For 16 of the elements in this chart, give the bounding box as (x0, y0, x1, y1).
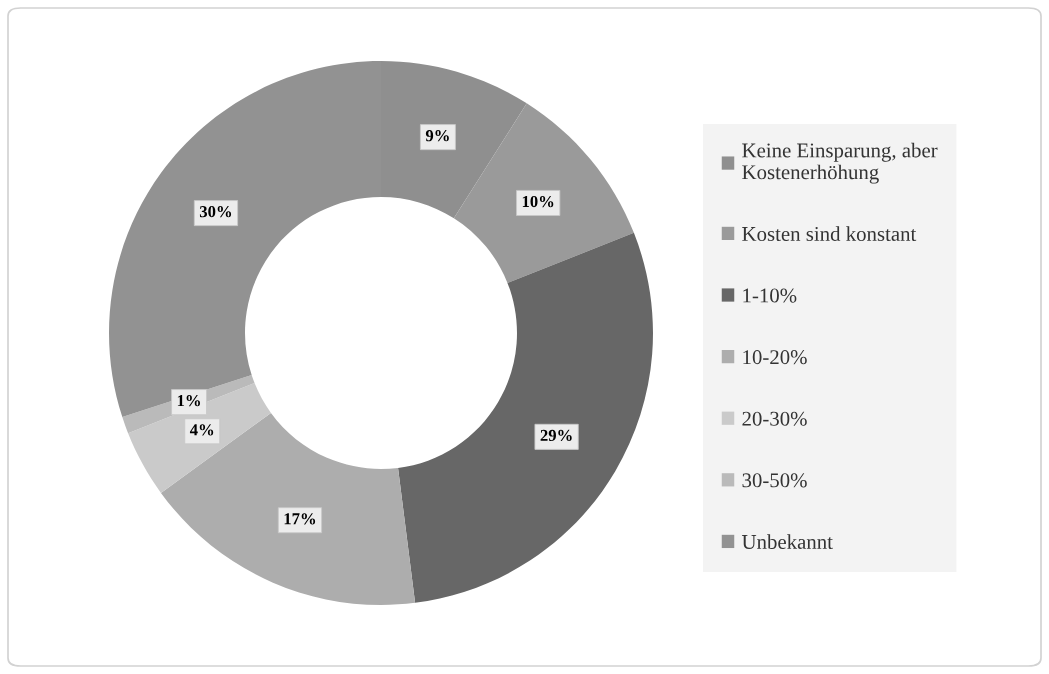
legend-label: Keine Einsparung, aber Kostenerhöhung (742, 142, 938, 184)
data-label: 17% (284, 513, 316, 525)
data-label: 29% (540, 429, 572, 442)
donut-slice (398, 232, 653, 603)
legend-label: Unbekannt (741, 534, 833, 549)
data-label: 30% (199, 206, 232, 218)
legend-label: 10-20% (743, 350, 807, 365)
data-label: 9% (425, 130, 449, 142)
data-label: 1% (177, 395, 200, 407)
legend-label: 1-10% (743, 288, 797, 303)
legend-label: 20-30% (742, 411, 807, 426)
legend-label: 30-50% (742, 473, 807, 488)
donut-slice (160, 412, 416, 605)
data-label: 4% (189, 424, 214, 436)
legend-label: Kosten sind konstant (742, 226, 917, 241)
data-label: 10% (522, 195, 554, 208)
